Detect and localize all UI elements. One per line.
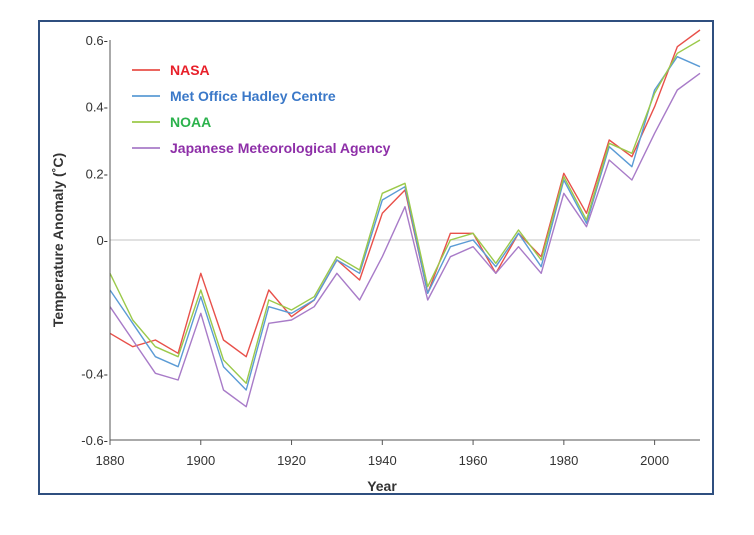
series-line-1 xyxy=(109,56,701,391)
legend-label: Japanese Meteorological Agency xyxy=(170,140,391,156)
legend-label: Met Office Hadley Centre xyxy=(170,88,336,104)
legend-label: NOAA xyxy=(170,114,211,130)
x-axis-title: Year xyxy=(367,478,397,494)
y-tick-label: 0.4- xyxy=(86,100,108,115)
y-tick-label: -0.6- xyxy=(81,433,108,448)
x-tick-label: 1980 xyxy=(549,453,578,468)
legend-label: NASA xyxy=(170,62,210,78)
y-tick-label: 0.6- xyxy=(86,33,108,48)
x-tick-label: 1960 xyxy=(459,453,488,468)
y-tick-label: -0.4- xyxy=(81,366,108,381)
series-line-2 xyxy=(109,39,701,384)
y-tick-label: 0- xyxy=(96,233,108,248)
y-tick-label: 0.2- xyxy=(86,166,108,181)
y-axis-title: Temperature Anomaly (˚C) xyxy=(50,153,66,327)
chart-frame xyxy=(38,20,714,495)
series-line-3 xyxy=(109,72,701,408)
x-tick-label: 2000 xyxy=(640,453,669,468)
x-tick-label: 1900 xyxy=(186,453,215,468)
x-tick-label: 1920 xyxy=(277,453,306,468)
series-line-0 xyxy=(109,29,701,358)
legend: NASA Met Office Hadley Centre NOAA Japanese… xyxy=(132,62,391,156)
x-tick-label: 1940 xyxy=(368,453,397,468)
x-tick-label: 1880 xyxy=(96,453,125,468)
